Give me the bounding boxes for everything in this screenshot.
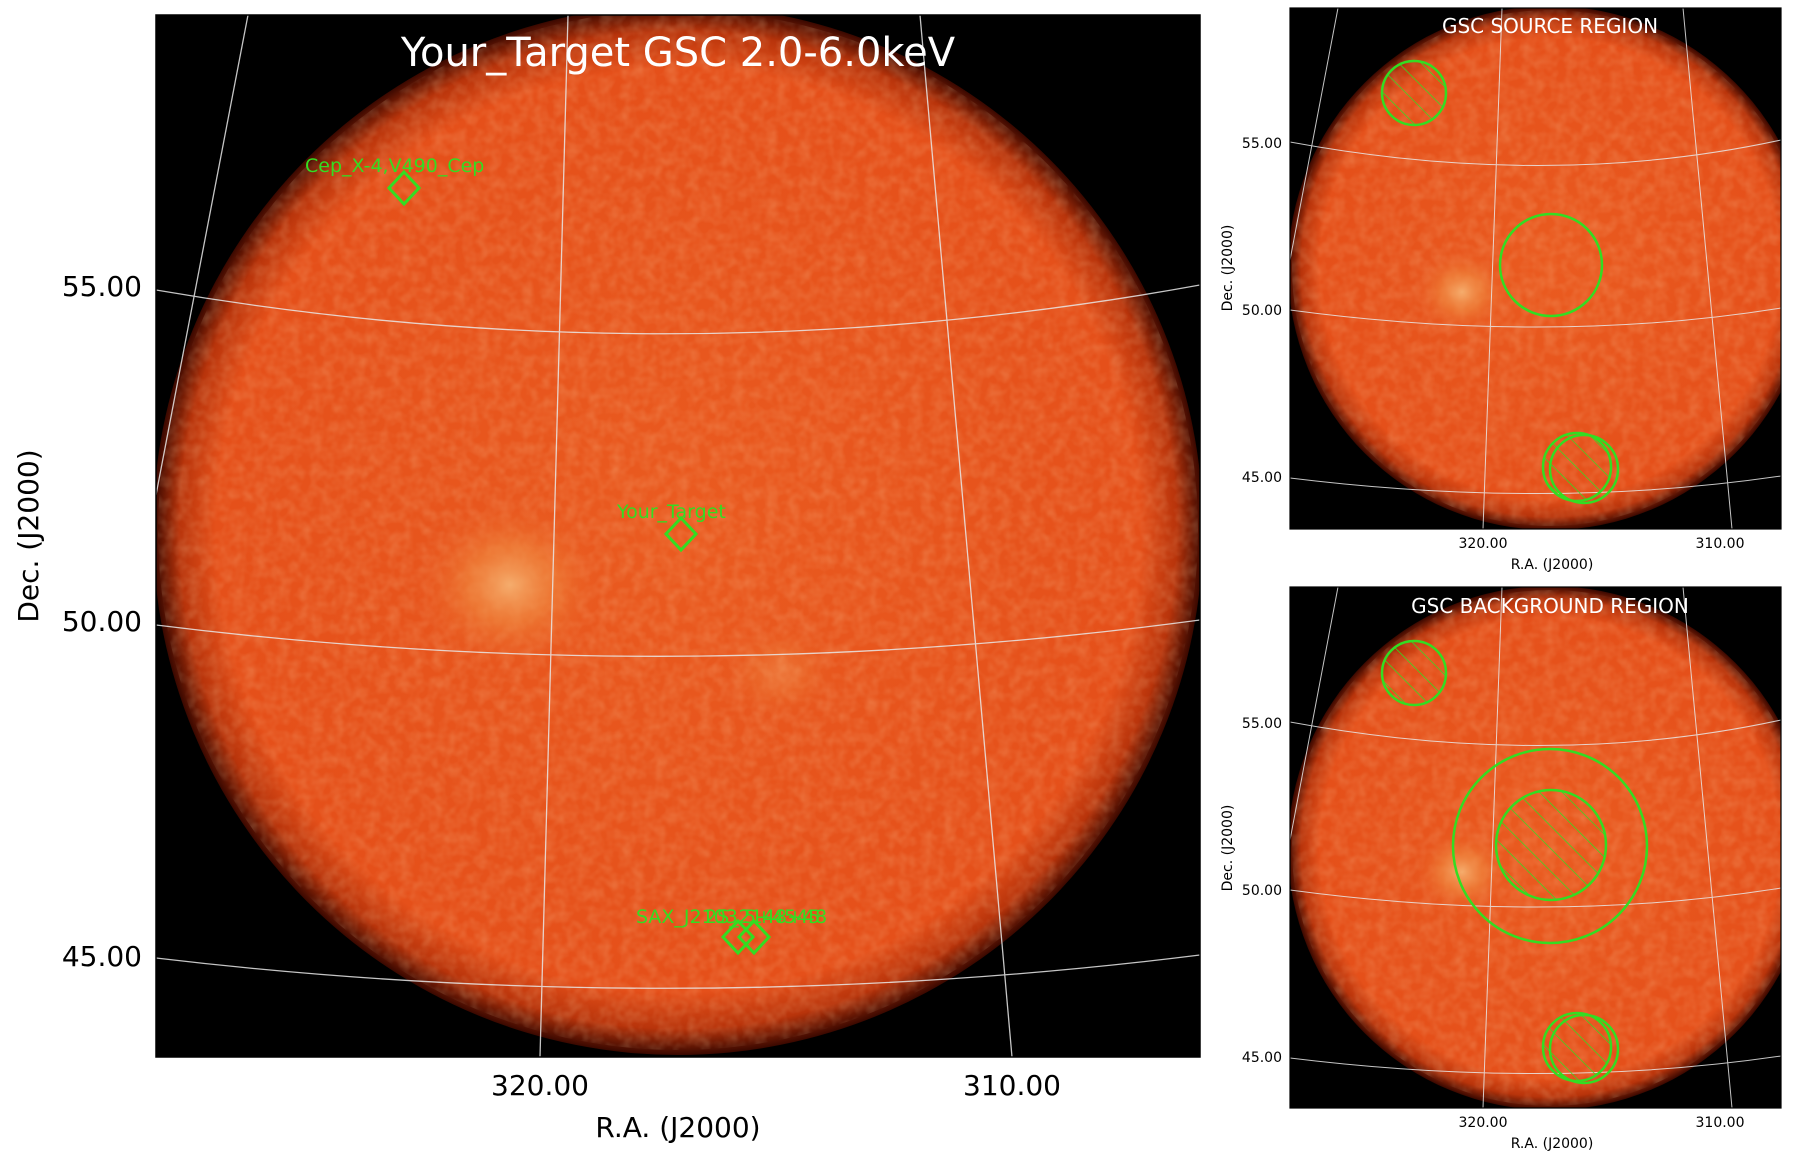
main-bright-spot <box>415 500 605 670</box>
main-image-noise <box>158 15 1198 1050</box>
main-frame <box>155 14 1201 1058</box>
excluded-region-sax-j2103 <box>1541 1011 1613 1083</box>
background-panel-y-tick-50: 50.00 <box>1242 883 1282 899</box>
source-panel-x-axis-label: R.A. (J2000) <box>1511 557 1594 573</box>
source-panel-coordinate-grid <box>1290 8 1781 529</box>
source-label-sax-j2103: SAX_J2103.5+4545 <box>636 906 820 928</box>
source-extraction-region <box>1498 212 1604 318</box>
main-coordinate-grid <box>156 15 1200 1057</box>
excluded-region-2s-2148 <box>1548 1013 1620 1085</box>
excluded-region-sax-j2103 <box>1541 431 1613 503</box>
source-marker-cep-x4 <box>386 169 422 207</box>
source-panel-frame <box>1289 7 1782 530</box>
source-label-your-target: Your_Target <box>616 501 726 523</box>
main-x-axis-label: R.A. (J2000) <box>595 1111 760 1144</box>
main-title: Your_Target GSC 2.0-6.0keV <box>400 30 956 76</box>
excluded-region-cep-x4 <box>1380 639 1448 707</box>
main-y-tick-45: 45.00 <box>62 940 142 973</box>
source-panel-y-tick-50: 50.00 <box>1242 303 1282 319</box>
source-panel-x-tick-320: 320.00 <box>1459 536 1508 552</box>
background-panel-title: GSC BACKGROUND REGION <box>1411 594 1689 618</box>
main-x-tick-310: 310.00 <box>963 1069 1061 1102</box>
source-markers <box>386 169 772 956</box>
source-panel-x-tick-310: 310.00 <box>1696 536 1745 552</box>
excluded-region-cep-x4 <box>1380 59 1448 127</box>
background-panel-coordinate-grid <box>1290 587 1781 1108</box>
source-label-2s-2148: 2S_2148+48 <box>705 906 827 928</box>
background-panel-frame <box>1289 586 1782 1109</box>
background-panel-y-axis-label: Dec. (J2000) <box>1220 805 1236 892</box>
background-panel-y-tick-55: 55.00 <box>1242 716 1282 732</box>
main-faint-spot <box>720 622 840 722</box>
background-panel-x-tick-310: 310.00 <box>1696 1115 1745 1131</box>
source-marker-2s-2148 <box>736 918 772 956</box>
source-panel-bright-spot <box>1414 250 1510 334</box>
main-panel: Cep_X-4,V490_Cep Your_Target SAX_J2103.5… <box>12 14 1201 1144</box>
main-x-tick-320: 320.00 <box>491 1069 589 1102</box>
source-panel-regions <box>1380 59 1620 505</box>
source-panel-title: GSC SOURCE REGION <box>1442 14 1658 38</box>
main-y-axis-label: Dec. (J2000) <box>12 449 45 622</box>
background-panel-y-tick-45: 45.00 <box>1242 1050 1282 1066</box>
background-panel-regions <box>1380 639 1649 1085</box>
background-excluded-source-region <box>1494 788 1608 902</box>
background-panel-x-axis-label: R.A. (J2000) <box>1511 1136 1594 1152</box>
source-panel-y-axis-label: Dec. (J2000) <box>1220 225 1236 312</box>
background-panel-bright-spot <box>1414 830 1510 914</box>
source-panel-y-tick-45: 45.00 <box>1242 470 1282 486</box>
background-panel-x-tick-320: 320.00 <box>1459 1115 1508 1131</box>
source-marker-your-target <box>663 515 699 553</box>
source-panel-y-tick-55: 55.00 <box>1242 136 1282 152</box>
source-region-panel: GSC SOURCE REGION 55.00 50.00 45.00 320.… <box>1220 7 1782 573</box>
source-marker-sax-j2103 <box>720 918 756 956</box>
source-label-cep-x4: Cep_X-4,V490_Cep <box>305 155 484 177</box>
source-panel-image-noise <box>1292 10 1781 526</box>
main-y-tick-55: 55.00 <box>62 270 142 303</box>
excluded-region-2s-2148 <box>1548 433 1620 505</box>
background-annulus-outer <box>1451 747 1649 945</box>
background-region-panel: GSC BACKGROUND REGION 55.00 50.00 45.00 … <box>1220 586 1782 1152</box>
main-y-tick-50: 50.00 <box>62 605 142 638</box>
